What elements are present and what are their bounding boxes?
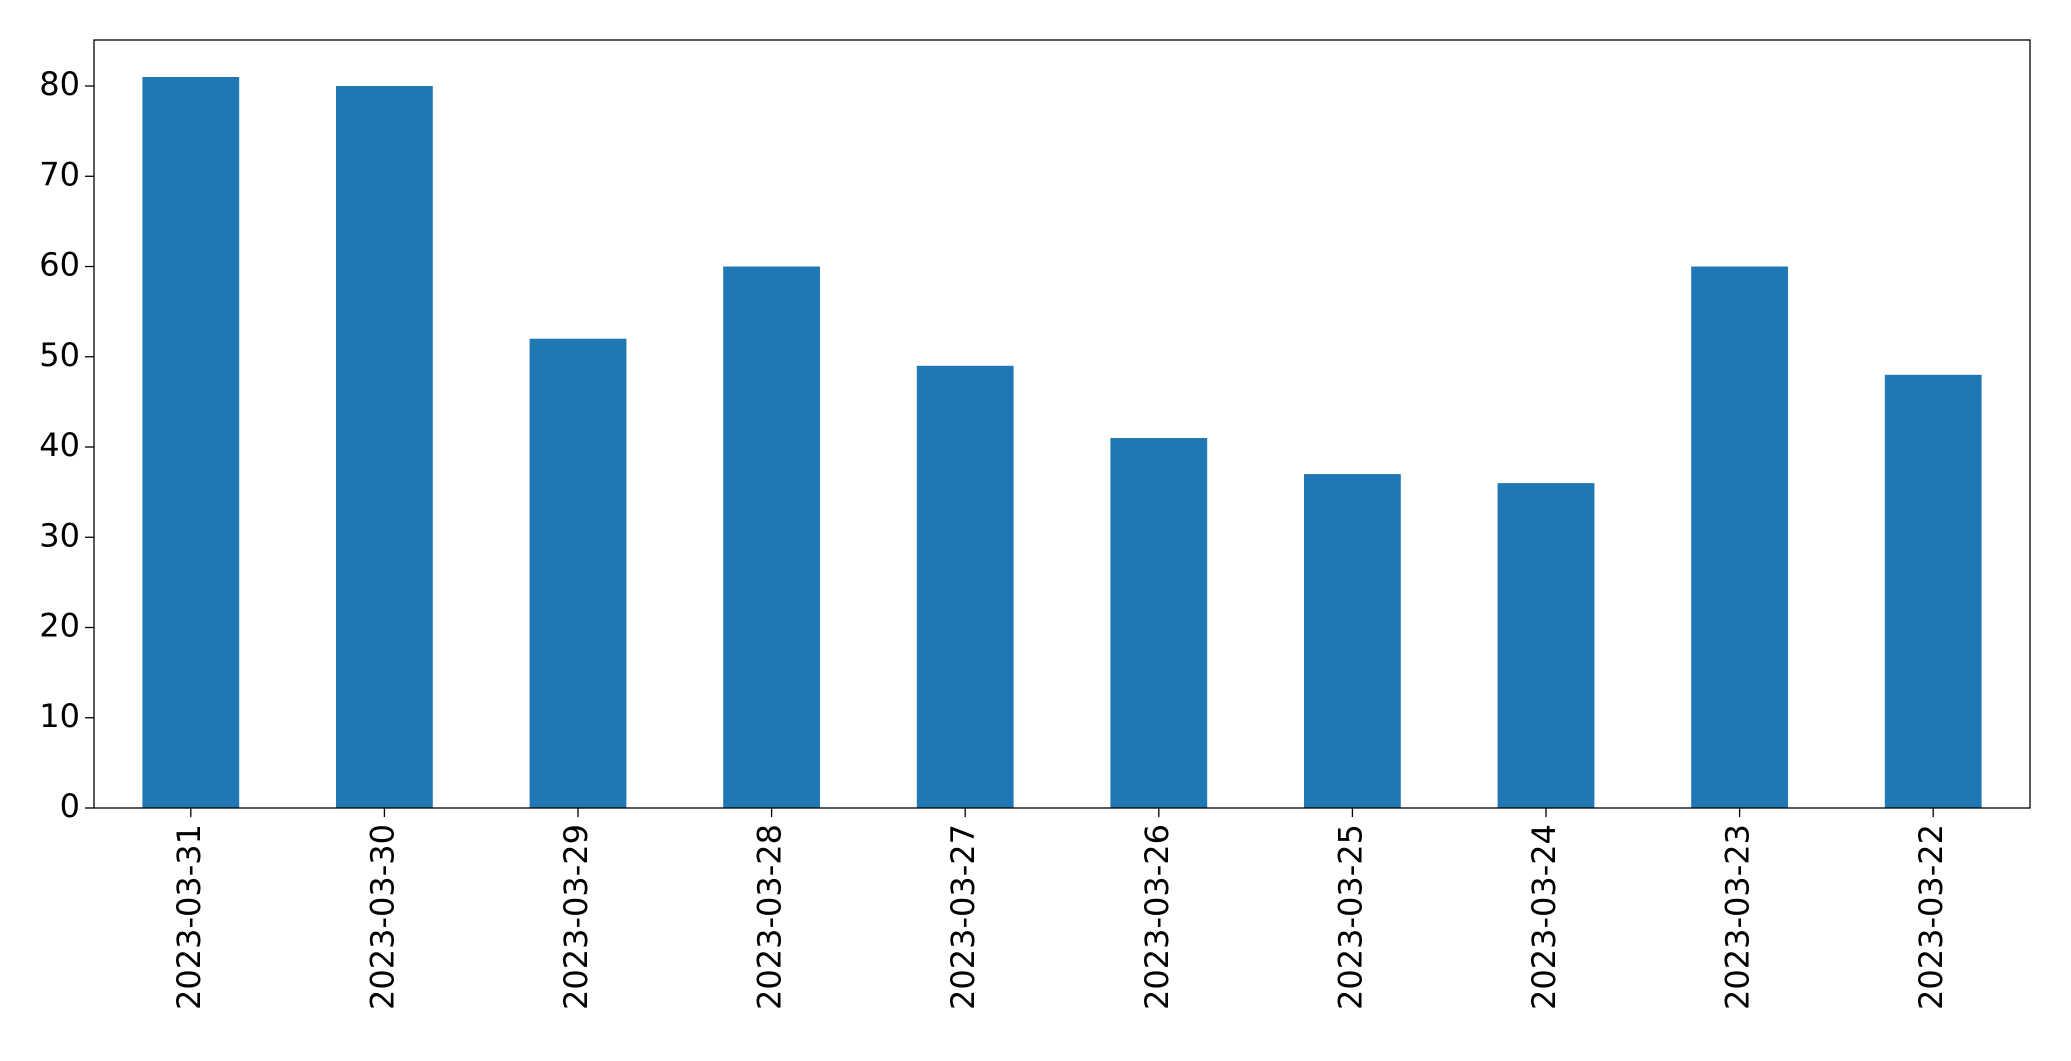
bar [1110, 437, 1208, 808]
bar [723, 266, 820, 808]
bar [916, 365, 1014, 808]
x-tick-label: 2023-03-30 [363, 824, 401, 1010]
y-tick-label: 60 [39, 246, 80, 284]
y-tick-label: 0 [60, 787, 80, 825]
bar [1884, 374, 1982, 808]
y-tick-label: 80 [39, 65, 80, 103]
bar [529, 338, 627, 808]
x-tick-label: 2023-03-26 [1138, 824, 1176, 1010]
x-tick-label: 2023-03-27 [944, 824, 982, 1010]
y-tick-label: 40 [39, 426, 80, 464]
y-tick-label: 20 [39, 607, 80, 645]
bar [1497, 483, 1595, 808]
plot-frame [93, 39, 2031, 809]
y-tick-label: 50 [39, 336, 80, 374]
x-tick-label: 2023-03-22 [1912, 824, 1950, 1010]
bar [142, 77, 240, 809]
x-tick-label: 2023-03-28 [751, 824, 789, 1010]
y-tick-label: 30 [39, 516, 80, 554]
x-tick-label: 2023-03-31 [170, 824, 208, 1010]
bar [336, 86, 433, 808]
x-tick-label: 2023-03-25 [1331, 824, 1369, 1010]
y-tick-label: 10 [39, 697, 80, 735]
x-tick-label: 2023-03-29 [557, 824, 595, 1010]
y-tick-label: 70 [39, 155, 80, 193]
bar [1304, 474, 1401, 808]
x-tick-label: 2023-03-24 [1525, 824, 1563, 1010]
x-tick-label: 2023-03-23 [1719, 824, 1757, 1010]
bar [1691, 266, 1788, 808]
